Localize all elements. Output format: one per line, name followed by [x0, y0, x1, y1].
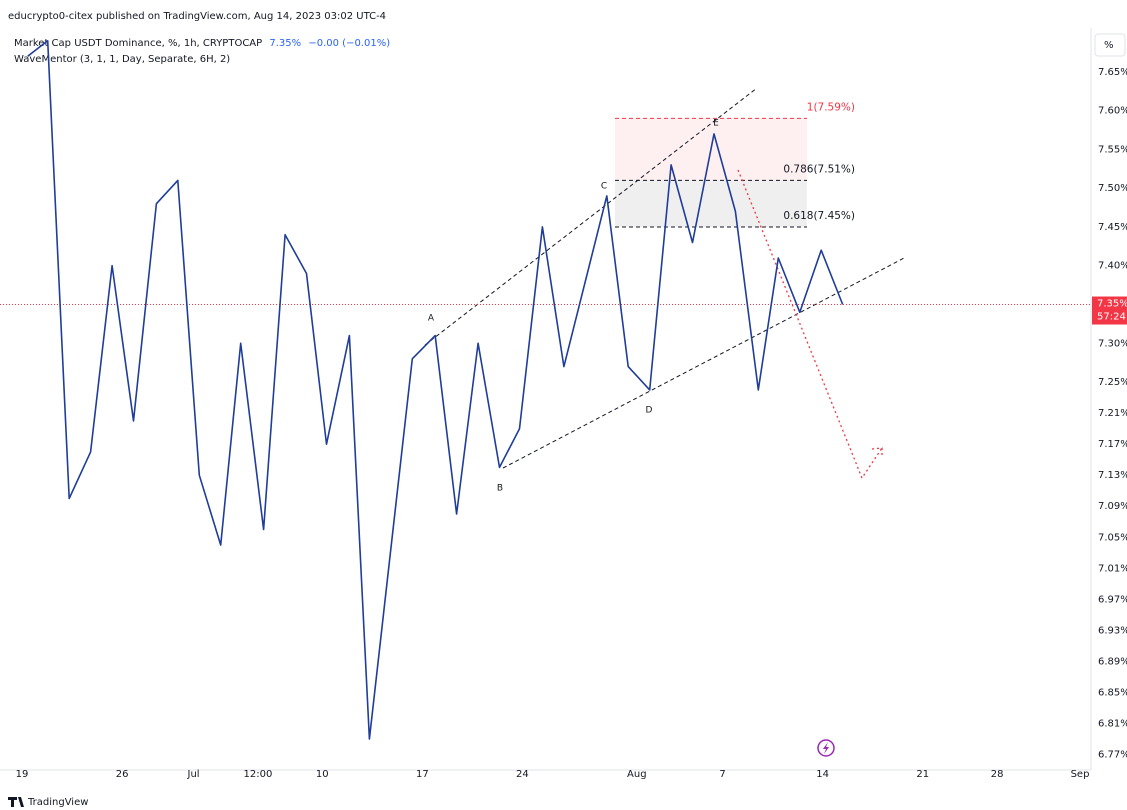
x-tick-label: Aug	[627, 769, 647, 780]
alert-icon[interactable]	[817, 739, 835, 757]
legend-price: 7.35%	[269, 38, 301, 49]
x-tick-label: 10	[316, 769, 329, 780]
y-tick-label: 6.81%	[1098, 718, 1127, 729]
fib-level-label: 1(7.59%)	[807, 101, 855, 113]
tv-logo	[8, 797, 24, 807]
x-tick-label: 17	[416, 769, 429, 780]
y-tick-label: 7.25%	[1098, 377, 1127, 388]
y-tick-label: 7.17%	[1098, 439, 1127, 450]
y-tick-label: 6.97%	[1098, 594, 1127, 605]
y-tick-label: 7.60%	[1098, 106, 1127, 117]
last-price-label: 7.35%	[1097, 299, 1127, 310]
x-tick-label: Sep	[1071, 769, 1090, 780]
y-tick-label: 7.09%	[1098, 501, 1127, 512]
price-line	[27, 40, 844, 740]
y-tick-label: 7.05%	[1098, 532, 1127, 543]
x-tick-label: 12:00	[243, 769, 272, 780]
wave-label: C	[601, 182, 607, 192]
x-tick-label: 21	[916, 769, 929, 780]
y-tick-label: 7.55%	[1098, 144, 1127, 155]
y-tick-label: 7.40%	[1098, 261, 1127, 272]
x-tick-label: 14	[816, 769, 829, 780]
countdown-label: 57:24	[1097, 312, 1126, 323]
x-tick-label: 19	[16, 769, 29, 780]
wave-label: D	[646, 406, 653, 416]
scale-button[interactable]	[1094, 33, 1126, 57]
last-price-badge	[1092, 296, 1127, 325]
wave-label: B	[497, 484, 503, 494]
legend-symbol: Market Cap USDT Dominance, %, 1h, CRYPTO…	[14, 38, 262, 49]
x-tick-label: 28	[991, 769, 1004, 780]
wave-label: E	[713, 119, 719, 129]
x-tick-label: 7	[719, 769, 725, 780]
y-tick-label: 6.93%	[1098, 625, 1127, 636]
y-tick-label: 7.13%	[1098, 470, 1127, 481]
legend-change: −0.00 (−0.01%)	[308, 38, 390, 49]
trend-line-lower	[502, 256, 907, 469]
y-tick-label: 6.89%	[1098, 656, 1127, 667]
footer-brand: TradingView	[27, 797, 88, 808]
x-tick-label: 24	[516, 769, 529, 780]
scale-button-label: %	[1104, 40, 1114, 51]
y-tick-label: 7.30%	[1098, 338, 1127, 349]
y-tick-label: 7.65%	[1098, 67, 1127, 78]
legend-indicator: WaveMentor (3, 1, 1, Day, Separate, 6H, …	[14, 54, 230, 65]
legend-line: Market Cap USDT Dominance, %, 1h, CRYPTO…	[14, 38, 390, 49]
fib-level-label: 0.786(7.51%)	[783, 163, 855, 175]
y-tick-label: 7.21%	[1098, 408, 1127, 419]
y-tick-label: 7.50%	[1098, 183, 1127, 194]
wave-label: A	[428, 314, 435, 324]
fib-zone-lower	[615, 180, 807, 227]
y-tick-label: 7.01%	[1098, 563, 1127, 574]
y-tick-label: 6.77%	[1098, 749, 1127, 760]
x-tick-label: 26	[116, 769, 129, 780]
projection-arrow	[737, 169, 883, 480]
y-tick-label: 7.45%	[1098, 222, 1127, 233]
publisher-header: educrypto0-citex published on TradingVie…	[8, 11, 386, 22]
x-tick-label: Jul	[187, 769, 200, 780]
fib-level-label: 0.618(7.45%)	[783, 210, 855, 222]
y-tick-label: 6.85%	[1098, 687, 1127, 698]
